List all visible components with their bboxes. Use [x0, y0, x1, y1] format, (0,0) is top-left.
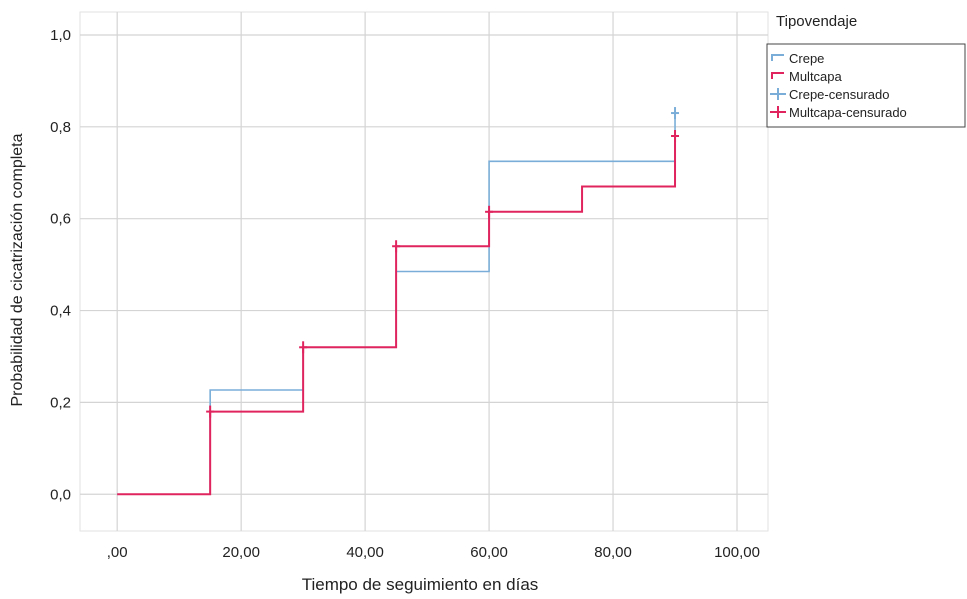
y-tick-label: 0,4: [50, 303, 71, 320]
y-tick-label: 0,0: [50, 486, 71, 503]
series-layer: [117, 107, 680, 496]
x-axis-ticks: ,00 20,00 40,00 60,00 80,00 100,00: [107, 544, 760, 561]
legend-entry-crepe-step: Crepe: [771, 51, 824, 66]
censor-marker-multcapa: [671, 130, 680, 143]
x-tick-label: 20,00: [222, 544, 260, 561]
censor-marker-crepe: [671, 107, 680, 120]
legend-swatch: [771, 54, 784, 61]
grid: [80, 12, 768, 531]
legend-title: Tipovendaje: [776, 13, 857, 30]
y-axis-title: Probabilidad de cicatrización completa: [9, 133, 26, 406]
censor-marker-multcapa: [392, 240, 401, 253]
censor-marker-multcapa: [206, 405, 215, 418]
x-tick-label: ,00: [107, 544, 128, 561]
legend-entry-multcapa-step: Multcapa: [771, 69, 843, 84]
legend: Tipovendaje Crepe Multcapa Crepe-censurado…: [766, 13, 966, 128]
legend-label: Crepe: [789, 51, 824, 66]
legend-entry-multcapa-censor: Multcapa-censurado: [770, 105, 907, 120]
legend-box: [766, 43, 966, 128]
censor-marker-multcapa: [299, 341, 308, 354]
legend-swatch: [770, 106, 786, 118]
legend-label: Multcapa: [789, 69, 843, 84]
censor-marker-multcapa: [485, 205, 494, 218]
legend-label: Crepe-censurado: [789, 87, 889, 102]
y-tick-label: 0,8: [50, 119, 71, 136]
y-tick-label: 1,0: [50, 27, 71, 44]
legend-label: Multcapa-censurado: [789, 105, 907, 120]
x-tick-label: 80,00: [594, 544, 632, 561]
x-tick-label: 100,00: [714, 544, 760, 561]
x-tick-label: 40,00: [346, 544, 384, 561]
legend-swatch: [771, 72, 784, 79]
x-tick-label: 60,00: [470, 544, 508, 561]
legend-swatch: [770, 88, 786, 100]
y-tick-label: 0,2: [50, 394, 71, 411]
y-axis-ticks: 0,0 0,2 0,4 0,6 0,8 1,0: [50, 27, 71, 503]
y-tick-label: 0,6: [50, 211, 71, 228]
legend-entry-crepe-censor: Crepe-censurado: [770, 87, 889, 102]
x-axis-title: Tiempo de seguimiento en días: [302, 575, 539, 594]
